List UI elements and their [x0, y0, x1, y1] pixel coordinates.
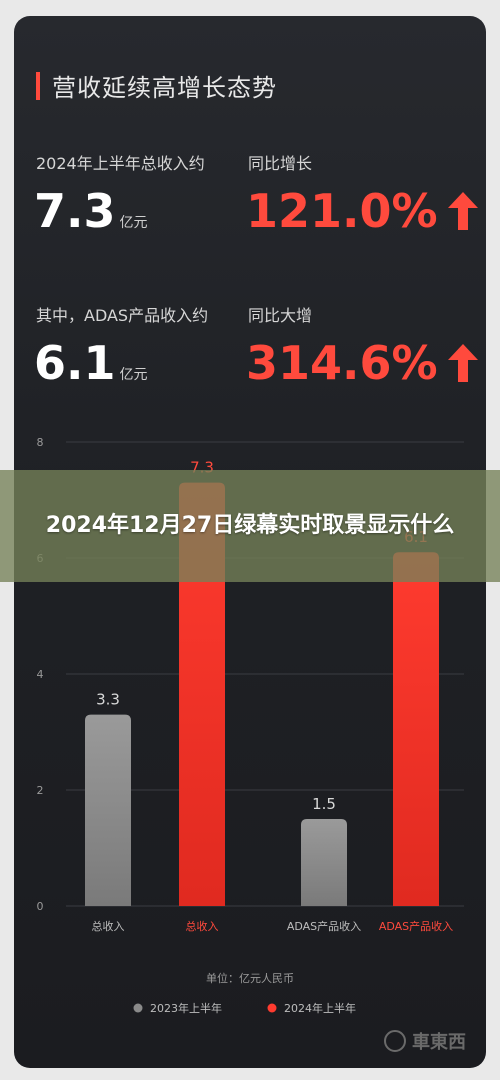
title-accent-bar	[36, 71, 40, 100]
adas-revenue-unit: 亿元	[119, 367, 148, 383]
adas-revenue-label: 其中，ADAS产品收入约	[36, 306, 209, 325]
watermark: 車東西	[384, 1028, 466, 1054]
bar-value-label: 1.5	[312, 795, 336, 813]
up-arrow-icon	[447, 344, 478, 382]
x-category-label: 总收入	[92, 919, 125, 933]
up-arrow-icon	[447, 192, 478, 230]
legend-swatch	[267, 1003, 277, 1013]
bar	[85, 714, 131, 906]
bar	[301, 819, 347, 906]
adas-revenue-number: 6.1	[34, 336, 116, 390]
legend-swatch	[133, 1003, 143, 1013]
adas-revenue-value: 6.1 亿元	[34, 336, 148, 390]
legend-label: 2024年上半年	[284, 1001, 356, 1015]
adas-growth-label: 同比大增	[248, 306, 313, 325]
adas-growth-value: 314.6%	[246, 336, 478, 390]
total-revenue-label: 2024年上半年总收入约	[36, 154, 205, 173]
total-revenue-unit: 亿元	[119, 215, 148, 231]
caption-overlay: 2024年12月27日绿幕实时取景显示什么	[0, 470, 500, 582]
bar-value-label: 3.3	[96, 691, 120, 709]
chart-title: 营收延续高增长态势	[52, 74, 277, 102]
y-tick-label: 8	[37, 436, 44, 449]
bar	[179, 482, 225, 906]
adas-growth-number: 314.6%	[246, 336, 438, 390]
x-category-label: ADAS产品收入	[287, 919, 361, 933]
total-revenue-value: 7.3 亿元	[34, 184, 148, 238]
watermark-text: 車東西	[412, 1032, 466, 1053]
growth-value: 121.0%	[246, 184, 478, 238]
watermark-logo-icon	[384, 1030, 406, 1052]
title-group: 营收延续高增长态势	[36, 68, 277, 103]
bar-chart: 024683.3总收入7.3总收入1.5ADAS产品收入6.1ADAS产品收入单…	[37, 436, 464, 1015]
unit-note: 单位：亿元人民币	[206, 971, 294, 985]
growth-label: 同比增长	[248, 154, 313, 173]
total-revenue-number: 7.3	[34, 184, 116, 238]
y-tick-label: 0	[37, 900, 44, 913]
y-tick-label: 2	[37, 784, 44, 797]
bar	[393, 552, 439, 906]
y-tick-label: 4	[37, 668, 44, 681]
legend-label: 2023年上半年	[150, 1001, 222, 1015]
caption-text: 2024年12月27日绿幕实时取景显示什么	[45, 513, 455, 538]
growth-number: 121.0%	[246, 184, 438, 238]
x-category-label: ADAS产品收入	[379, 919, 453, 933]
x-category-label: 总收入	[186, 919, 219, 933]
